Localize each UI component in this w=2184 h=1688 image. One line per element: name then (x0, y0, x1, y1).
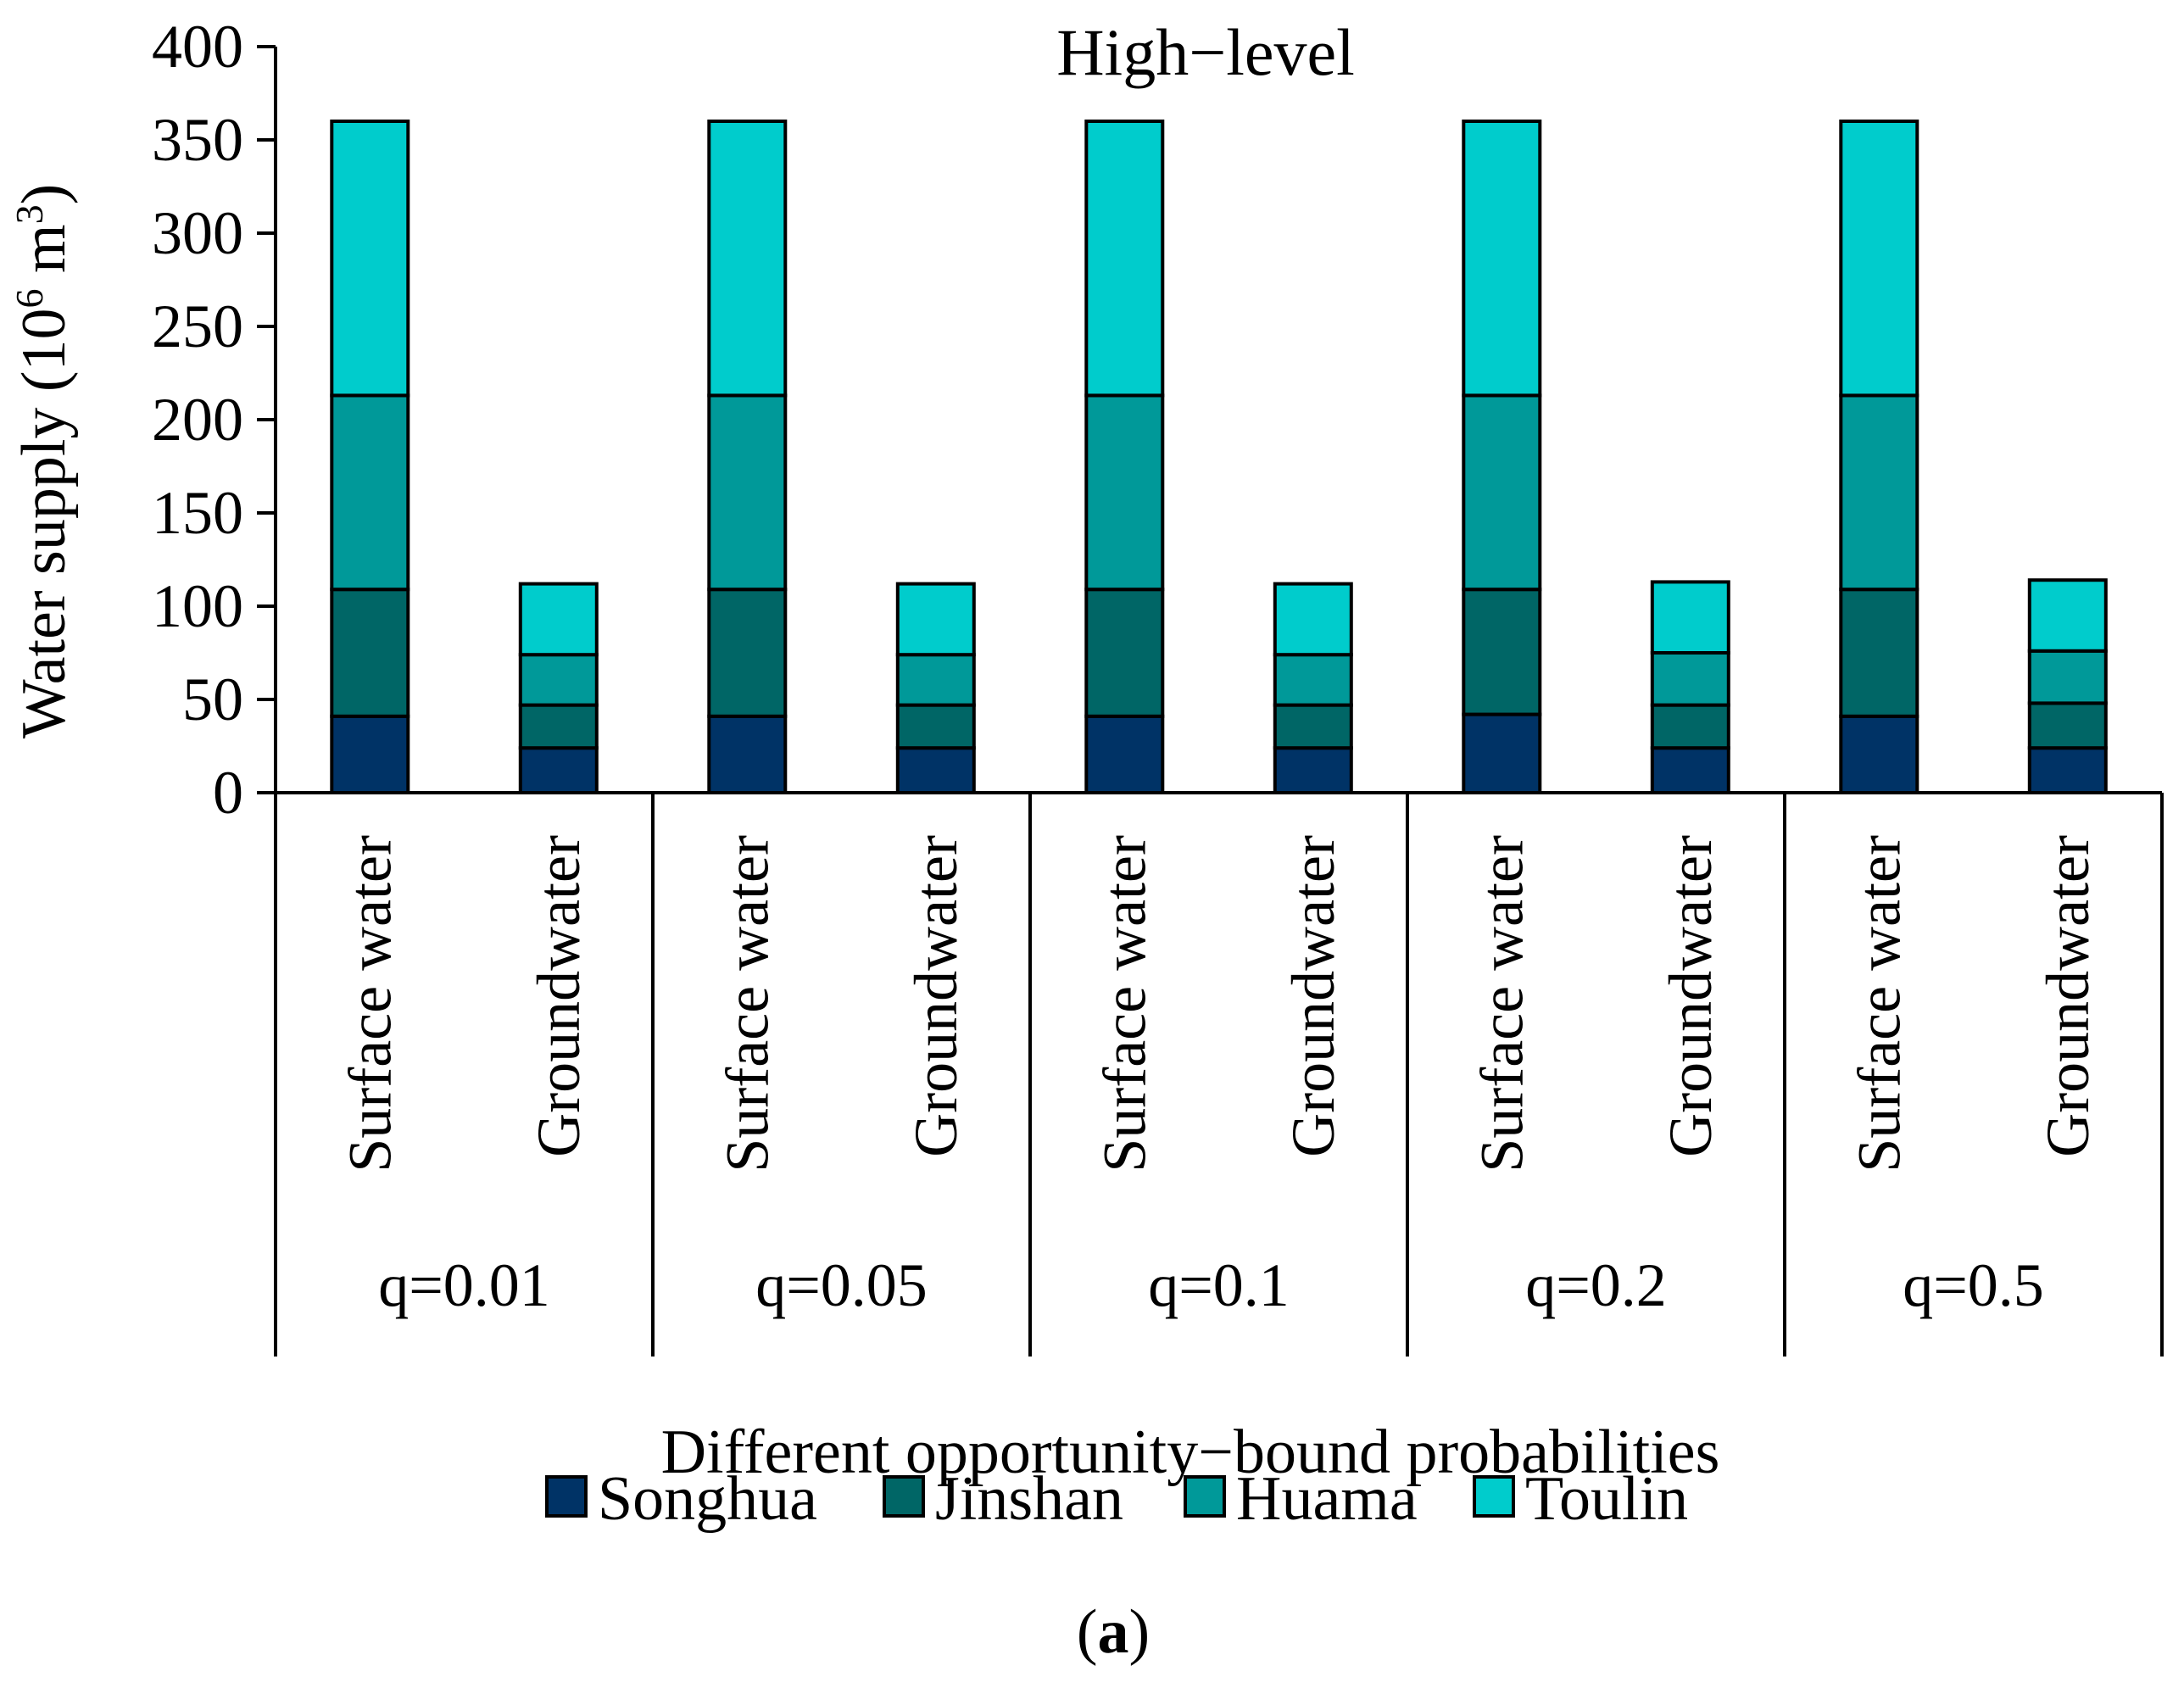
category-label: Surface water (1090, 835, 1158, 1173)
category-label: Groundwater (1279, 835, 1347, 1157)
group-label: q=0.01 (378, 1251, 550, 1319)
y-tick-label: 350 (152, 106, 243, 174)
bar-segment-huama (518, 653, 599, 707)
figure-caption: (a) (1077, 1597, 1150, 1667)
bar-segment-jinshan (1650, 703, 1730, 750)
category-label: Groundwater (902, 835, 970, 1157)
bar-segment-toulin (895, 582, 976, 657)
y-axis-title-mid: m (9, 224, 79, 288)
group-label: q=0.1 (1148, 1251, 1290, 1319)
bar-segment-jinshan (1462, 588, 1542, 716)
legend-swatch-toulin (1473, 1475, 1515, 1518)
caption-close: ) (1129, 1597, 1150, 1667)
bar-segment-songhua (1462, 712, 1542, 794)
y-tick-label: 300 (152, 199, 243, 267)
legend: Songhua Jinshan Huama Toulin (545, 1464, 1688, 1534)
y-tick-label: 0 (213, 759, 243, 827)
bar-segment-songhua (707, 714, 788, 794)
group-label: q=0.05 (755, 1251, 928, 1319)
category-label: Surface water (713, 835, 781, 1173)
bar-segment-songhua (2027, 746, 2108, 795)
category-label: Surface water (1468, 835, 1535, 1173)
caption-open: ( (1077, 1597, 1098, 1667)
y-axis-title-end: ) (9, 184, 79, 205)
category-label: Groundwater (2034, 835, 2102, 1157)
bar-segment-huama (1650, 651, 1730, 707)
axes-layer: 0 50 100 150 200 250 300 350 400 Surface water Gro… (152, 13, 2164, 1357)
bar-segment-songhua (1084, 714, 1165, 794)
bar-segment-songhua (518, 746, 599, 795)
y-tick-label: 200 (152, 386, 243, 454)
bar-segment-songhua (1273, 746, 1353, 795)
y-tick-label: 100 (152, 572, 243, 640)
bar-segment-huama (1084, 393, 1165, 592)
y-axis-title-sup2: 3 (8, 204, 51, 224)
legend-swatch-huama (1184, 1475, 1226, 1518)
bar-segment-huama (1462, 393, 1542, 592)
bar-segment-jinshan (707, 588, 788, 718)
bar-segment-songhua (1650, 746, 1730, 795)
y-axis-title-main: Water supply (10 (9, 308, 79, 738)
caption-letter: a (1098, 1597, 1129, 1667)
bar-segment-huama (330, 393, 410, 592)
category-label: Groundwater (1657, 835, 1724, 1157)
bar-segment-jinshan (895, 703, 976, 750)
y-tick-label: 400 (152, 13, 243, 81)
legend-swatch-jinshan (883, 1475, 925, 1518)
bar-segment-jinshan (330, 588, 410, 718)
bar-segment-songhua (895, 746, 976, 795)
y-axis-title: Water supply (106 m3) (8, 184, 79, 739)
bar-segment-toulin (2027, 578, 2108, 653)
bar-segment-toulin (1839, 120, 1919, 398)
y-tick-label: 50 (182, 666, 243, 733)
plot-area: 0 50 100 150 200 250 300 350 400 Surface water Gro… (152, 13, 2164, 1357)
group-label: q=0.5 (1903, 1251, 2044, 1319)
bar-segment-toulin (1650, 580, 1730, 655)
bar-segment-toulin (1273, 582, 1353, 657)
bar-segment-huama (707, 393, 788, 592)
bar-segment-toulin (707, 120, 788, 398)
bar-segment-toulin (1084, 120, 1165, 398)
legend-label-songhua: Songhua (598, 1464, 817, 1534)
chart-title: High−level (1056, 15, 1355, 89)
bars-layer (330, 120, 2108, 795)
y-axis-title-sup1: 6 (8, 288, 51, 308)
category-label: Surface water (1845, 835, 1913, 1173)
bar-segment-toulin (330, 120, 410, 398)
bar-segment-toulin (518, 582, 599, 657)
bar-segment-songhua (330, 714, 410, 794)
y-tick-label: 150 (152, 479, 243, 547)
bar-segment-toulin (1462, 120, 1542, 398)
bar-segment-songhua (1839, 714, 1919, 794)
bar-segment-jinshan (1273, 703, 1353, 750)
bar-segment-jinshan (518, 703, 599, 750)
group-label: q=0.2 (1525, 1251, 1667, 1319)
legend-label-jinshan: Jinshan (935, 1464, 1123, 1534)
bar-segment-huama (1839, 393, 1919, 592)
category-label: Surface water (336, 835, 404, 1173)
y-tick-label: 250 (152, 292, 243, 360)
bar-segment-huama (895, 653, 976, 707)
bar-segment-jinshan (1839, 588, 1919, 718)
legend-swatch-songhua (545, 1475, 588, 1518)
bar-segment-jinshan (2027, 701, 2108, 750)
bar-segment-jinshan (1084, 588, 1165, 718)
bar-segment-huama (1273, 653, 1353, 707)
legend-label-huama: Huama (1236, 1464, 1418, 1534)
category-label: Groundwater (525, 835, 593, 1157)
bar-segment-huama (2027, 649, 2108, 705)
legend-label-toulin: Toulin (1525, 1464, 1688, 1534)
